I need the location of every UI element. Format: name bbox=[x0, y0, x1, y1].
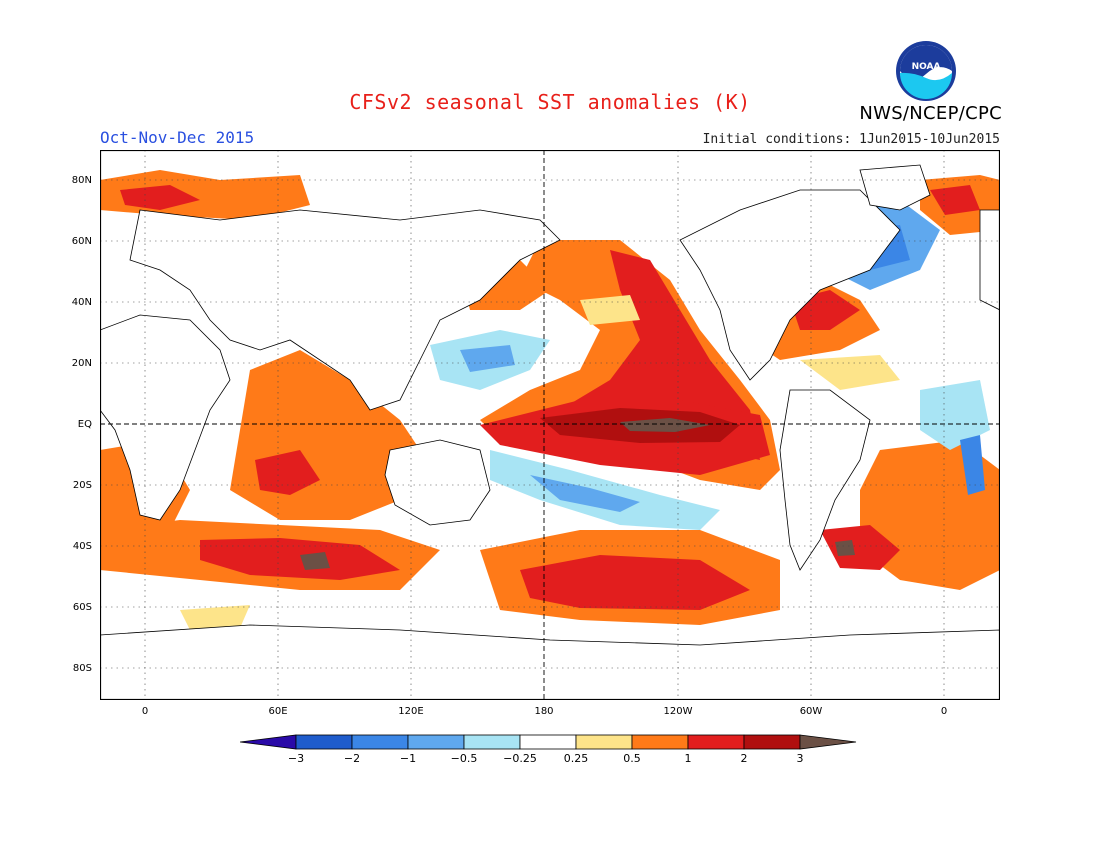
agency-label: NWS/NCEP/CPC bbox=[859, 103, 1002, 124]
lon-label-60e: 60E bbox=[268, 706, 288, 717]
lat-label-20s: 20S bbox=[72, 480, 92, 491]
south-ocean-yellow bbox=[180, 605, 250, 630]
arctic-strong-east bbox=[930, 185, 980, 215]
land-masses bbox=[100, 164, 1000, 700]
colorbar-segment bbox=[519, 734, 577, 750]
svg-text:NOAA: NOAA bbox=[912, 62, 941, 72]
colorbar bbox=[240, 734, 857, 750]
lat-label-60n: 60N bbox=[71, 236, 92, 247]
equatorial-pacific-3 bbox=[620, 418, 710, 432]
lon-label-0-east: 0 bbox=[940, 706, 948, 717]
lon-label-120e: 120E bbox=[398, 706, 424, 717]
south-pacific-cool-2 bbox=[530, 475, 640, 512]
southern-ocean-strong-west bbox=[200, 538, 400, 580]
australia bbox=[384, 439, 491, 526]
colorbar-segment bbox=[687, 734, 745, 750]
colorbar-tick-label: −3 bbox=[287, 752, 305, 765]
south-atlantic-core bbox=[835, 540, 855, 556]
colorbar-tick-label: −0.25 bbox=[503, 752, 537, 765]
southern-ocean-core-west bbox=[300, 552, 330, 570]
lat-label-20n: 20N bbox=[71, 358, 92, 369]
colorbar-segment bbox=[407, 734, 465, 750]
north-america bbox=[679, 189, 901, 381]
lon-label-180: 180 bbox=[534, 706, 554, 717]
colorbar-tick-label: −2 bbox=[343, 752, 361, 765]
lat-label-60s: 60S bbox=[72, 602, 92, 613]
colorbar-tick-label: 1 bbox=[684, 752, 692, 765]
southwest-africa-cold bbox=[960, 435, 985, 495]
map-reference-lines bbox=[100, 150, 1000, 700]
lat-label-40s: 40S bbox=[72, 541, 92, 552]
sst-anomaly-map bbox=[100, 150, 1000, 700]
south-atlantic-strong bbox=[820, 525, 900, 570]
forecast-period: Oct-Nov-Dec 2015 bbox=[100, 128, 255, 147]
lat-label-eq: EQ bbox=[77, 419, 92, 430]
lon-label-60w: 60W bbox=[799, 706, 823, 717]
lon-label-0-west: 0 bbox=[141, 706, 149, 717]
eurasia bbox=[129, 209, 561, 411]
colorbar-tick-label: −1 bbox=[399, 752, 417, 765]
colorbar-tick-label: 3 bbox=[796, 752, 804, 765]
antarctica bbox=[100, 624, 1000, 700]
colorbar-segment bbox=[351, 734, 409, 750]
europe-east bbox=[979, 209, 1000, 311]
south-pacific-strong bbox=[520, 555, 750, 610]
east-atlantic-cool bbox=[920, 380, 990, 450]
lat-label-80s: 80S bbox=[72, 663, 92, 674]
arctic-strong-west bbox=[120, 185, 200, 210]
colorbar-segment bbox=[463, 734, 521, 750]
colorbar-segment-min bbox=[240, 734, 297, 750]
africa bbox=[100, 314, 231, 521]
south-pacific-cool bbox=[490, 450, 720, 530]
colorbar-segment bbox=[295, 734, 353, 750]
map-gridlines bbox=[100, 150, 1000, 700]
colorbar-segment bbox=[743, 734, 801, 750]
greenland bbox=[859, 164, 931, 211]
colorbar-tick-label: −0.5 bbox=[450, 752, 478, 765]
chart-title: CFSv2 seasonal SST anomalies (K) bbox=[349, 90, 751, 114]
colorbar-segment bbox=[631, 734, 689, 750]
colorbar-tick-label: 2 bbox=[740, 752, 748, 765]
colorbar-segment bbox=[575, 734, 633, 750]
indian-ocean-strong bbox=[255, 450, 320, 495]
lat-label-40n: 40N bbox=[71, 297, 92, 308]
map-frame bbox=[100, 150, 1000, 700]
colorbar-tick-label: 0.25 bbox=[563, 752, 589, 765]
pacific-yellow bbox=[580, 295, 640, 325]
colorbar-segment-max bbox=[799, 734, 857, 750]
west-pacific-cool-2 bbox=[460, 345, 515, 372]
initial-conditions: Initial conditions: 1Jun2015-10Jun2015 bbox=[702, 132, 1000, 147]
noaa-logo: NOAA bbox=[896, 41, 956, 101]
warm-anomaly-fields bbox=[100, 170, 1000, 630]
colorbar-tick-label: 0.5 bbox=[623, 752, 641, 765]
south-america bbox=[779, 389, 871, 571]
lat-label-80n: 80N bbox=[71, 175, 92, 186]
lon-label-120w: 120W bbox=[663, 706, 693, 717]
north-atlantic-yellow bbox=[800, 355, 900, 390]
